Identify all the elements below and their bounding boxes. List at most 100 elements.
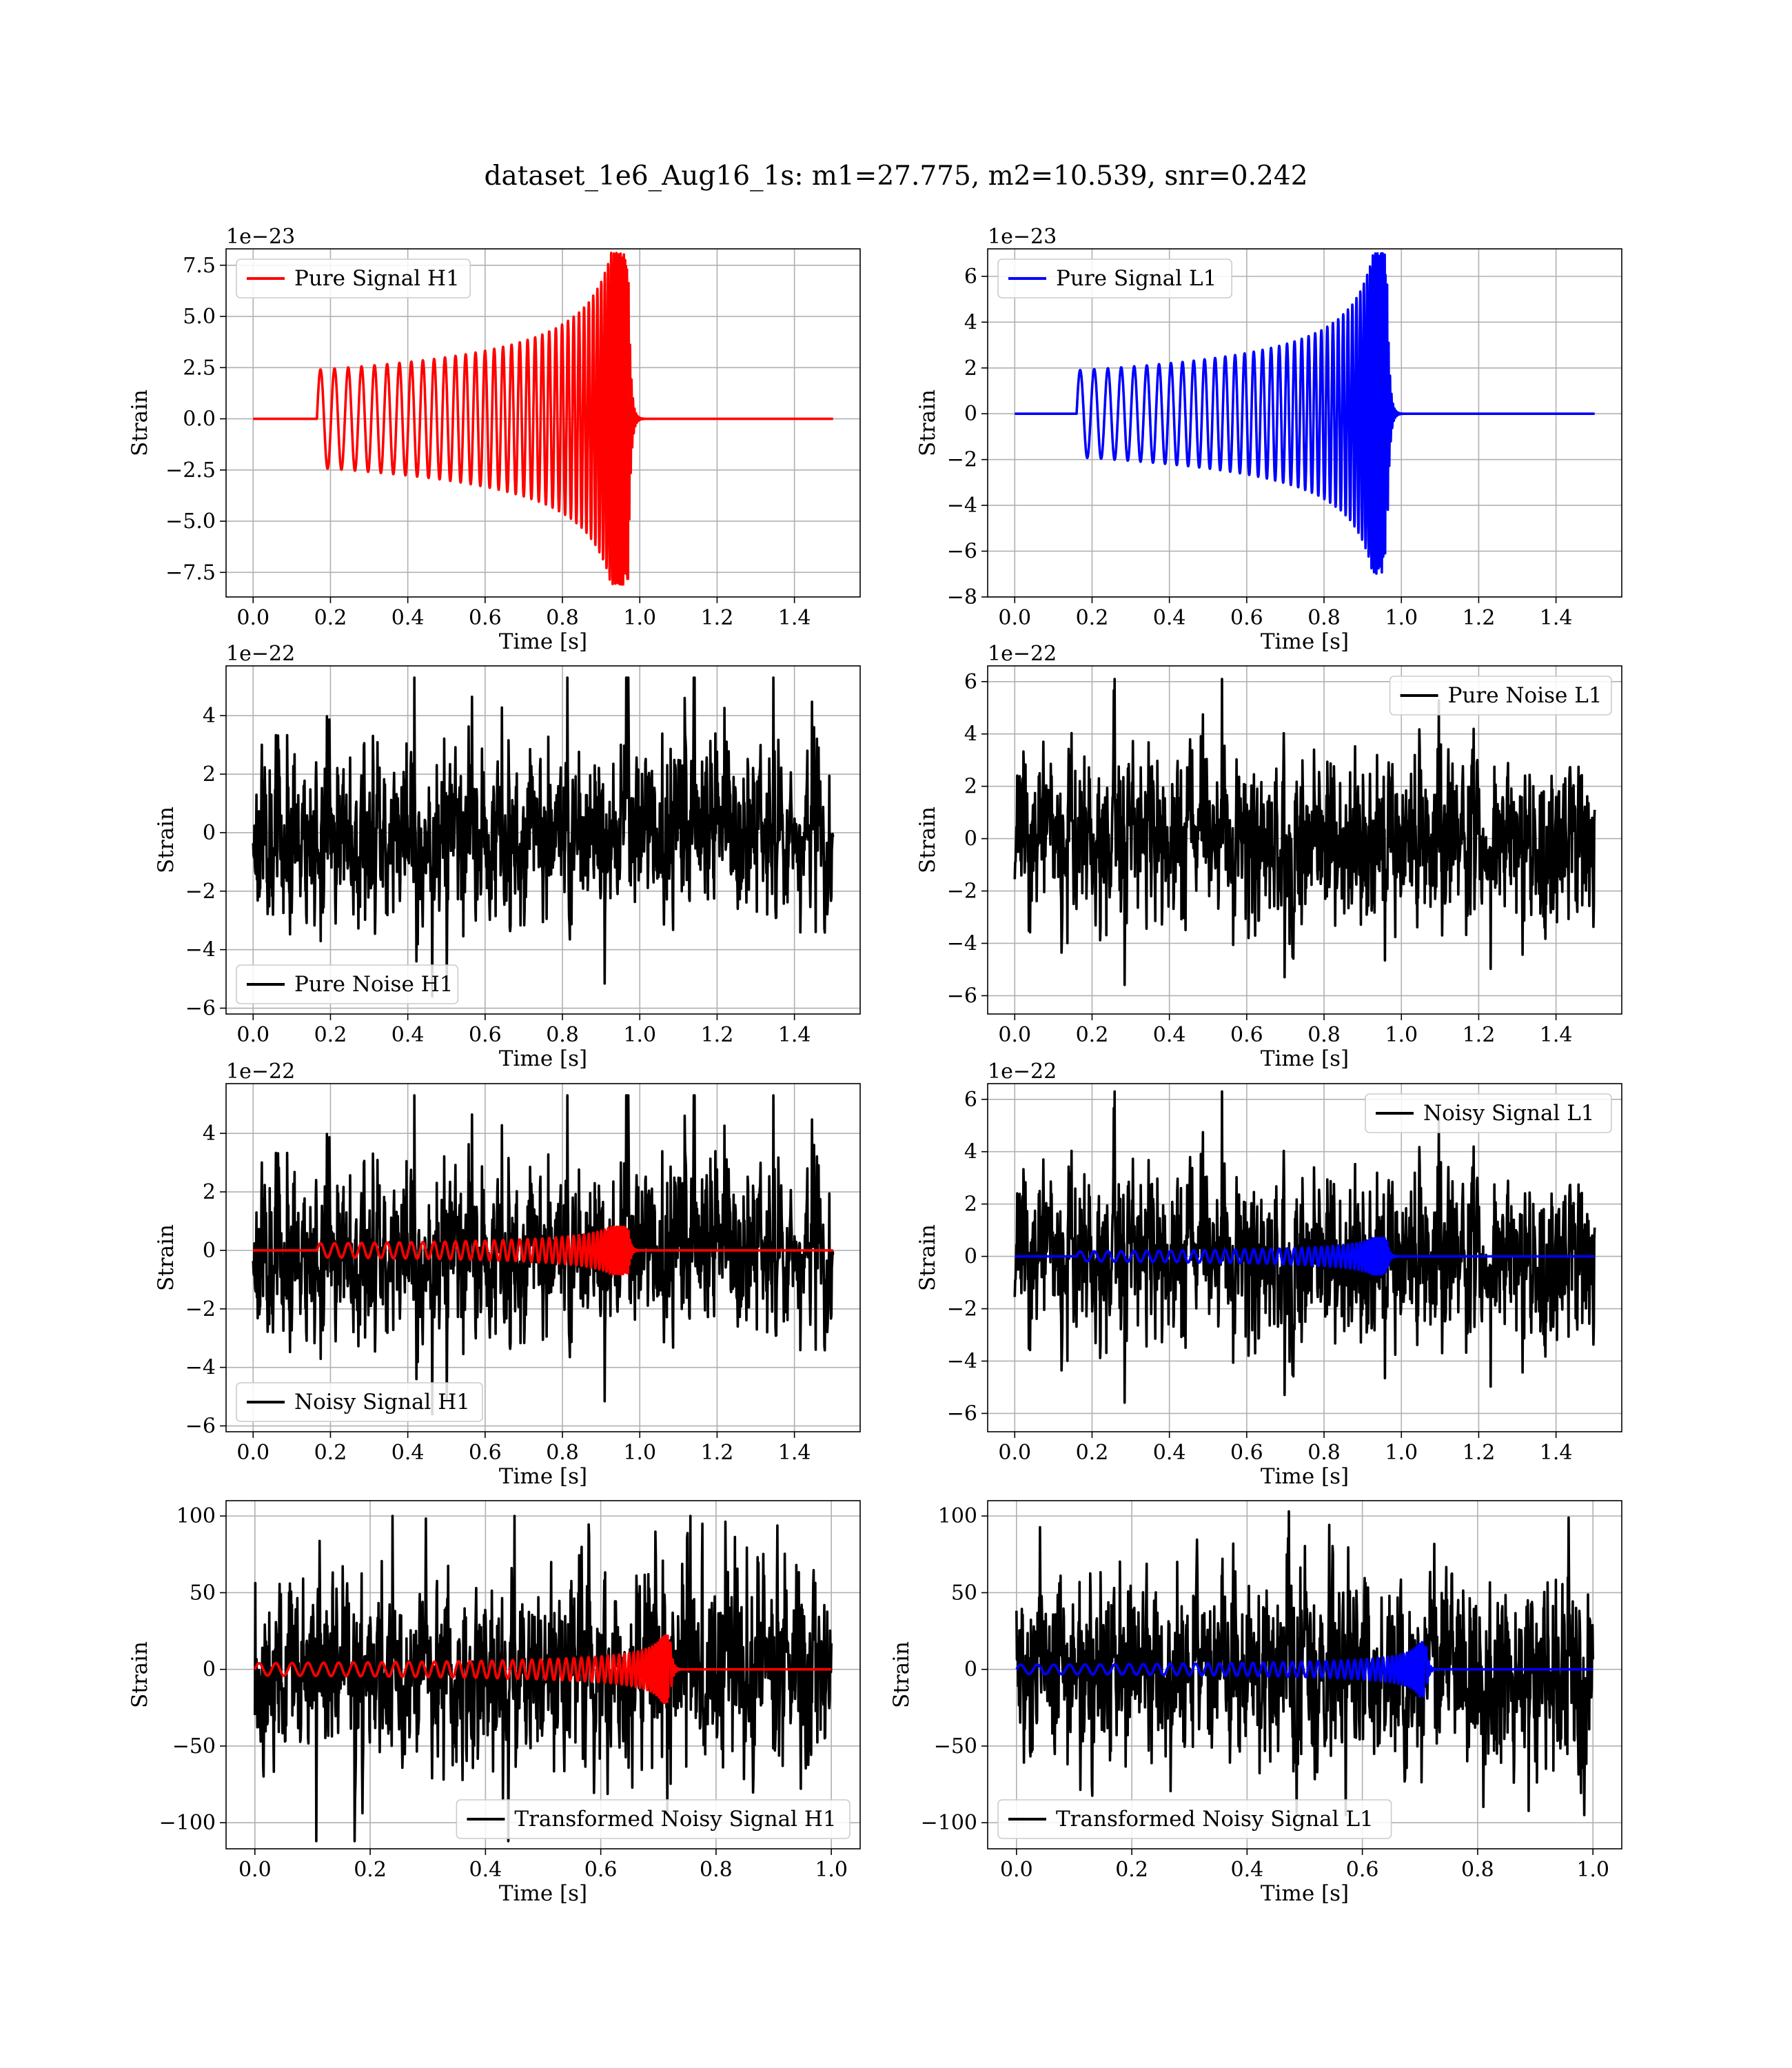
x-tick-label: 0.0 [236,1441,269,1465]
x-tick-label: 0.4 [391,606,425,630]
y-tick-label: 50 [190,1581,216,1605]
series-line-pure-noise-h1 [252,676,835,998]
x-axis: 0.0 0.2 0.4 0.6 0.8 1.0 Time [s] [238,1849,848,1906]
y-axis: −6 −4 −2 0 2 4 6 Strain [915,1088,988,1426]
y-axis-label: Strain [154,1224,179,1291]
x-tick-label: 0.8 [546,1023,579,1047]
y-tick-label: −100 [159,1811,216,1835]
x-tick-label: 0.4 [1231,1858,1264,1882]
panel-transformed-noisy-signal-l1: 0.0 0.2 0.4 0.6 0.8 1.0 Time [s] −100 −50 0 50 100 S… [889,1500,1622,1906]
y-tick-label: −50 [934,1734,977,1758]
series-line-pure-signal-h1 [252,252,835,586]
y-tick-label: 0 [964,1245,977,1269]
y-tick-label: 0 [203,821,216,845]
x-tick-label: 0.0 [238,1858,272,1882]
x-tick-label: 1.4 [778,1023,811,1047]
x-tick-label: 1.0 [815,1858,848,1882]
legend-label: Pure Signal H1 [294,266,460,291]
y-tick-label: 0 [964,1658,977,1682]
legend: Pure Noise H1 [236,964,459,1004]
y-tick-label: 4 [964,1140,977,1164]
x-tick-label: 0.4 [1153,606,1186,630]
y-axis-exponent: 1e−22 [226,1060,295,1084]
y-tick-label: 2.5 [183,356,216,380]
x-axis: 0.0 0.2 0.4 0.6 0.8 1.0 Time [s] [1000,1849,1609,1906]
panel-pure-noise-l1: 0.0 0.2 0.4 0.6 0.8 1.0 1.2 1.4 Time [s] −6 −4 −2 0 2… [915,642,1622,1071]
x-tick-label: 1.0 [1576,1858,1609,1882]
legend-label: Pure Signal L1 [1056,266,1216,291]
axes-frame [225,1500,861,1849]
legend: Transformed Noisy Signal L1 [997,1799,1392,1839]
x-tick-label: 1.0 [623,606,656,630]
x-axis: 0.0 0.2 0.4 0.6 0.8 1.0 1.2 1.4 Time [s] [236,1014,811,1071]
x-tick-label: 1.4 [778,606,811,630]
x-tick-label: 0.2 [1076,1441,1109,1465]
legend-box [997,1799,1392,1839]
x-axis-label: Time [s] [1261,1046,1349,1071]
x-tick-label: 0.6 [1230,1023,1263,1047]
x-tick-label: 0.8 [1307,1441,1341,1465]
panel-noisy-signal-h1: 0.0 0.2 0.4 0.6 0.8 1.0 1.2 1.4 Time [s] −6 −4 −2 0 2… [154,1060,861,1489]
x-tick-label: 0.4 [469,1858,502,1882]
series-group [252,252,835,586]
legend: Pure Signal L1 [997,258,1233,298]
x-axis-label: Time [s] [1261,629,1349,654]
y-axis: −6 −4 −2 0 2 4 Strain [154,1122,226,1439]
legend: Pure Noise L1 [1389,676,1612,716]
x-tick-label: 1.0 [1385,606,1418,630]
x-tick-label: 1.2 [701,606,734,630]
series-group [1013,1090,1596,1404]
x-tick-label: 1.0 [1385,1023,1418,1047]
y-axis-exponent: 1e−23 [988,225,1057,249]
y-axis-label: Strain [915,807,940,873]
y-tick-label: 2 [964,775,977,799]
y-tick-label: 6 [964,670,977,694]
legend-label: Noisy Signal H1 [294,1390,470,1415]
y-tick-label: 6 [964,1088,977,1112]
series-line-transformed-noisy-signal-h1 [254,1514,833,1843]
y-tick-label: −100 [921,1811,977,1835]
panel-transformed-noisy-signal-h1: 0.0 0.2 0.4 0.6 0.8 1.0 Time [s] −100 −50 0 50 100 S… [128,1500,861,1906]
x-tick-label: 1.2 [701,1023,734,1047]
x-tick-label: 1.2 [1463,1441,1496,1465]
x-tick-label: 0.4 [1153,1441,1186,1465]
x-axis-label: Time [s] [1261,1881,1349,1906]
y-tick-label: −4 [947,494,977,518]
y-tick-label: −8 [947,585,977,609]
series-line-pure-signal-l1 [1013,252,1596,575]
y-tick-label: −2 [185,880,216,904]
axes-frame [225,1083,861,1432]
x-tick-label: 0.2 [1115,1858,1148,1882]
y-axis-label: Strain [889,1641,914,1708]
y-axis-exponent: 1e−22 [988,642,1057,666]
x-tick-label: 1.0 [623,1023,656,1047]
x-axis-label: Time [s] [499,629,587,654]
y-tick-label: −4 [947,1349,977,1373]
x-axis: 0.0 0.2 0.4 0.6 0.8 1.0 1.2 1.4 Time [s] [236,597,811,654]
y-tick-label: 0 [964,827,977,851]
x-axis-label: Time [s] [1261,1464,1349,1489]
x-tick-label: 0.0 [236,1023,269,1047]
axes-frame [987,1500,1622,1849]
x-tick-label: 0.0 [236,606,269,630]
y-tick-label: −2.5 [165,458,216,483]
y-tick-label: −6 [185,1415,216,1439]
figure-title: dataset_1e6_Aug16_1s: m1=27.775, m2=10.5… [485,161,1308,192]
y-axis: −6 −4 −2 0 2 4 6 Strain [915,670,988,1008]
x-tick-label: 0.6 [1230,606,1263,630]
y-tick-label: 0 [964,402,977,426]
y-tick-label: −4 [947,931,977,955]
x-tick-label: 0.6 [469,1023,502,1047]
y-tick-label: 4 [203,704,216,728]
series-group [1013,252,1596,575]
series-line-transformed-signal-h1 [254,1634,833,1705]
x-axis: 0.0 0.2 0.4 0.6 0.8 1.0 1.2 1.4 Time [s] [998,597,1572,654]
x-tick-label: 0.0 [1000,1858,1033,1882]
x-tick-label: 0.8 [546,1441,579,1465]
legend-label: Pure Noise L1 [1448,683,1602,708]
series-line-transformed-signal-l1 [1015,1641,1594,1699]
x-tick-label: 0.6 [469,606,502,630]
axes-frame [225,665,861,1015]
y-tick-label: 50 [951,1581,977,1605]
x-tick-label: 0.8 [1307,606,1341,630]
